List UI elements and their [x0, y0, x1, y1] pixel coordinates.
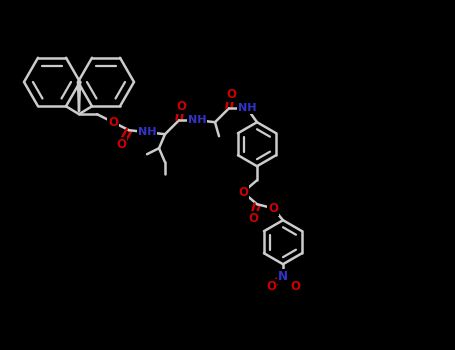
Text: O: O [290, 280, 300, 293]
Text: O: O [266, 280, 276, 293]
Text: N: N [278, 270, 288, 283]
Text: O: O [248, 212, 258, 225]
Text: O: O [176, 100, 186, 113]
Text: O: O [268, 202, 278, 215]
Text: NH: NH [138, 127, 156, 137]
Text: O: O [226, 88, 236, 101]
Text: NH: NH [188, 115, 206, 125]
Text: O: O [108, 116, 118, 129]
Text: NH: NH [238, 103, 256, 113]
Text: O: O [116, 138, 126, 151]
Text: O: O [238, 186, 248, 199]
